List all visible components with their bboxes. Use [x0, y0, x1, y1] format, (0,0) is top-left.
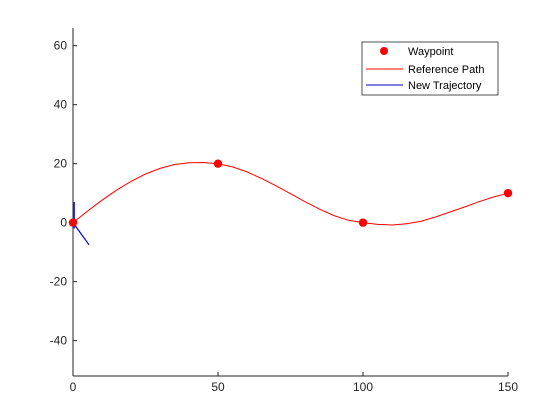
waypoint-marker — [503, 188, 513, 198]
waypoint-marker — [358, 218, 368, 227]
legend-label-reference-path: Reference Path — [408, 64, 484, 76]
x-tick-label: 0 — [70, 380, 77, 394]
y-tick-label: -20 — [50, 275, 68, 289]
y-tick-label: 60 — [54, 39, 68, 53]
y-tick-label: -40 — [50, 334, 68, 348]
axes — [72, 28, 509, 377]
waypoint-marker — [213, 159, 223, 168]
series-layer — [68, 159, 513, 246]
x-tick-label: 150 — [498, 380, 518, 394]
legend-label-waypoint: Waypoint — [408, 46, 453, 58]
legend-marker-waypoint — [380, 47, 388, 55]
x-tick-label: 50 — [211, 380, 225, 394]
legend: Waypoint Reference Path New Trajectory — [361, 41, 499, 96]
y-tick-label: 20 — [54, 157, 68, 171]
waypoint-marker — [68, 218, 78, 227]
tick-labels: 0 50 100 150 -40 -20 0 20 40 60 — [50, 39, 519, 394]
x-tick-label: 100 — [353, 380, 373, 394]
y-tick-label: 0 — [60, 216, 67, 230]
series-line-reference-path — [72, 161, 509, 226]
legend-label-new-trajectory: New Trajectory — [408, 80, 482, 92]
y-tick-label: 40 — [54, 98, 68, 112]
series-line-new-trajectory — [72, 222, 90, 246]
